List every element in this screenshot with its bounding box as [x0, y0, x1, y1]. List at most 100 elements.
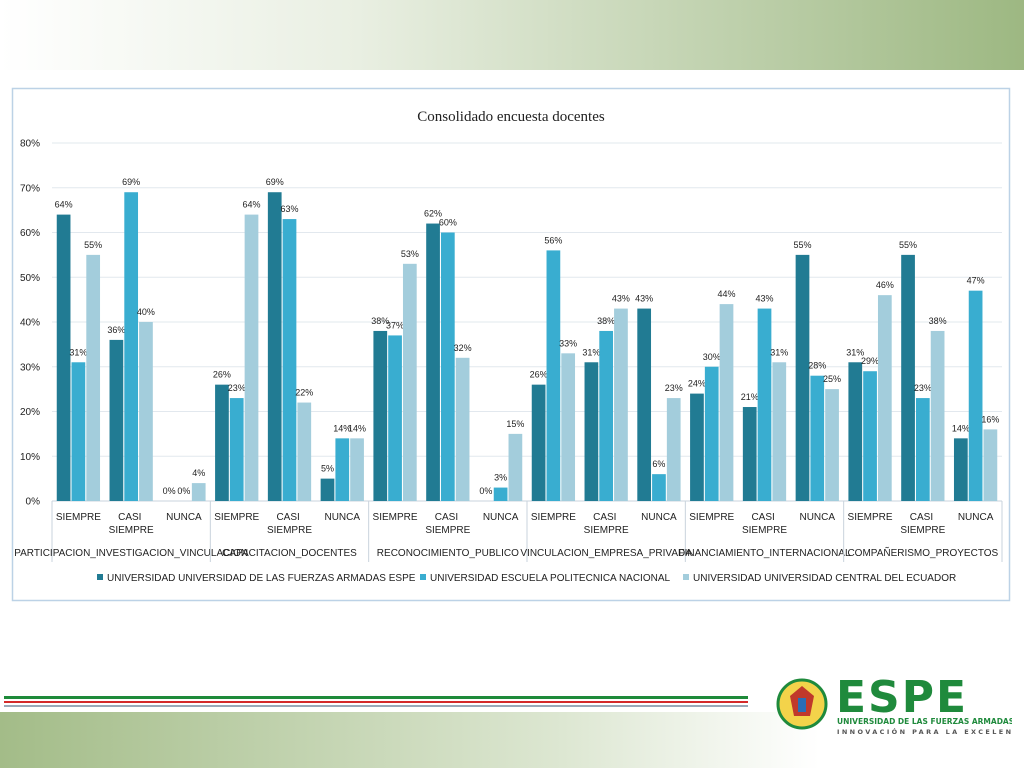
footer-band: [0, 712, 1024, 768]
value-label: 38%: [597, 316, 615, 326]
logo-name: ESPE: [836, 672, 968, 723]
legend-label: UNIVERSIDAD ESCUELA POLITECNICA NACIONAL: [430, 573, 671, 584]
value-label: 63%: [280, 204, 298, 214]
bar: [666, 398, 681, 501]
x-tick-label: SIEMPRE: [56, 512, 101, 523]
bar: [531, 384, 546, 501]
value-label: 26%: [530, 370, 548, 380]
value-label: 38%: [929, 316, 947, 326]
value-label: 55%: [84, 240, 102, 250]
x-tick-label: NUNCA: [483, 512, 519, 523]
value-label: 26%: [213, 370, 231, 380]
x-tick-label: SIEMPRE: [531, 512, 576, 523]
bar: [440, 232, 455, 501]
value-label: 37%: [386, 320, 404, 330]
x-tick-label: NUNCA: [166, 512, 202, 523]
value-label: 3%: [494, 473, 507, 483]
value-label: 36%: [107, 325, 125, 335]
value-label: 40%: [137, 307, 155, 317]
red-stripe: [4, 701, 748, 703]
value-label: 38%: [371, 316, 389, 326]
value-label: 31%: [582, 347, 600, 357]
x-tick-label: SIEMPRE: [689, 512, 734, 523]
bar: [810, 375, 825, 501]
value-label: 53%: [401, 249, 419, 259]
x-tick-label: CASI SIEMPRE: [425, 512, 470, 536]
legend-label: UNIVERSIDAD UNIVERSIDAD DE LAS FUERZAS A…: [107, 573, 416, 584]
value-label: 29%: [861, 356, 879, 366]
logo-shield-inner: [798, 698, 806, 712]
bar: [297, 402, 312, 501]
value-label: 47%: [967, 276, 985, 286]
y-tick-label: 80%: [20, 139, 40, 150]
value-label: 43%: [755, 294, 773, 304]
header-band: [0, 0, 1024, 70]
bar: [139, 322, 153, 501]
y-tick-label: 0%: [26, 497, 41, 508]
legend-label: UNIVERSIDAD UNIVERSIDAD CENTRAL DEL ECUA…: [693, 573, 956, 584]
bar: [599, 330, 614, 501]
value-label: 62%: [424, 209, 442, 219]
value-label: 69%: [122, 177, 140, 187]
bar: [614, 308, 628, 501]
y-tick-label: 70%: [20, 183, 40, 194]
logo-subtitle: UNIVERSIDAD DE LAS FUERZAS ARMADAS: [837, 717, 1012, 726]
grey-stripe: [4, 705, 748, 707]
x-tick-label: NUNCA: [799, 512, 835, 523]
group-label: COMPAÑERISMO_PROYECTOS: [847, 546, 998, 559]
bar: [215, 384, 229, 501]
bar: [86, 254, 101, 501]
bar: [652, 474, 666, 501]
value-label: 22%: [295, 388, 313, 398]
bar: [508, 433, 523, 501]
bar: [690, 393, 704, 501]
bar: [546, 250, 561, 501]
chart-frame: [11, 87, 1011, 602]
value-label: 0%: [177, 486, 190, 496]
bar: [637, 308, 652, 501]
y-tick-label: 30%: [20, 362, 40, 373]
value-label: 56%: [544, 235, 562, 245]
bar: [320, 478, 335, 501]
bar: [772, 362, 787, 501]
bar: [282, 219, 297, 501]
value-label: 23%: [228, 383, 246, 393]
legend-swatch: [97, 574, 103, 580]
value-label: 60%: [439, 218, 457, 228]
bar: [704, 366, 719, 501]
value-label: 5%: [321, 464, 334, 474]
x-tick-label: SIEMPRE: [373, 512, 418, 523]
value-label: 14%: [952, 423, 970, 433]
x-tick-label: NUNCA: [324, 512, 360, 523]
value-label: 55%: [899, 240, 917, 250]
y-tick-label: 20%: [20, 407, 40, 418]
bar: [71, 362, 86, 501]
group-label: RECONOCIMIENTO_PUBLICO: [377, 548, 519, 559]
bar: [877, 295, 892, 501]
value-label: 25%: [823, 374, 841, 384]
bar: [402, 263, 417, 501]
bar: [229, 398, 244, 501]
bar: [267, 192, 282, 501]
x-tick-label: CASI SIEMPRE: [109, 512, 154, 536]
value-label: 6%: [652, 459, 665, 469]
bar: [863, 371, 877, 501]
bar: [930, 330, 945, 501]
bar: [335, 438, 350, 501]
value-label: 4%: [192, 468, 205, 478]
value-label: 69%: [266, 177, 284, 187]
legend-swatch: [683, 574, 689, 580]
value-label: 64%: [242, 200, 260, 210]
bar: [426, 223, 440, 502]
x-tick-label: SIEMPRE: [214, 512, 259, 523]
value-label: 21%: [741, 392, 759, 402]
bar: [109, 339, 124, 501]
value-label: 15%: [506, 419, 524, 429]
bar: [915, 398, 930, 501]
value-label: 0%: [479, 486, 492, 496]
x-tick-label: NUNCA: [958, 512, 994, 523]
bar: [561, 353, 576, 501]
value-label: 31%: [770, 347, 788, 357]
value-label: 31%: [846, 347, 864, 357]
